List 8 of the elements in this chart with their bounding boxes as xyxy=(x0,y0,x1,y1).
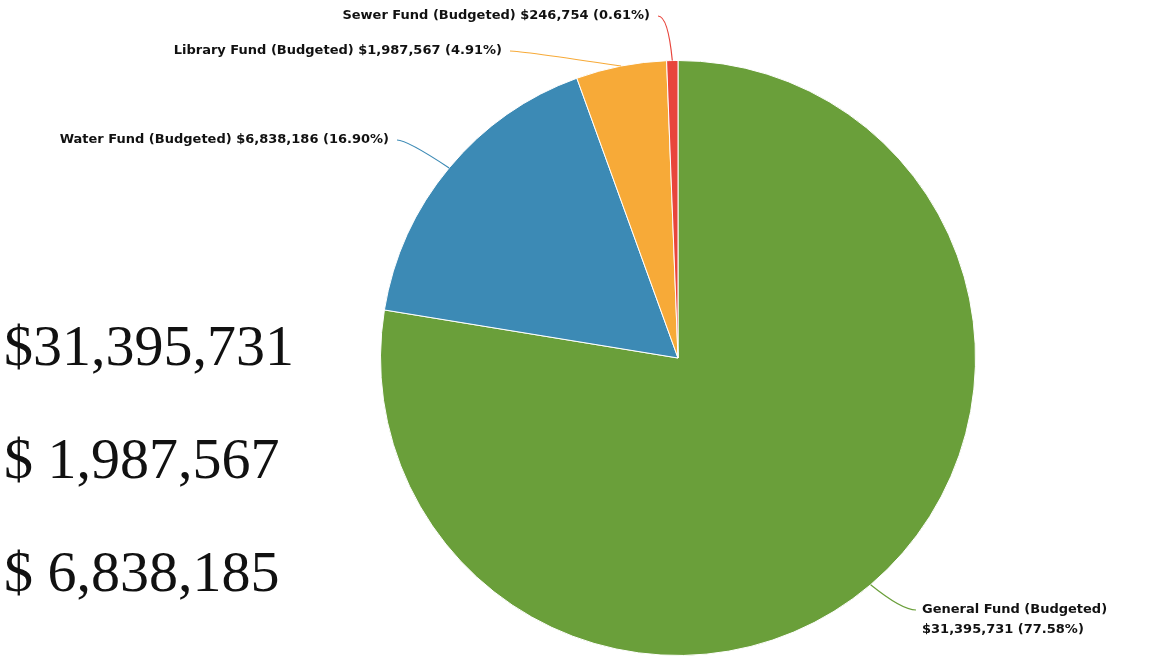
data-label: $31,395,731 (77.58%) xyxy=(922,621,1084,637)
slice-label: General Fund (Budgeted) xyxy=(922,601,1108,617)
text: $ 6,838,185 xyxy=(4,539,280,604)
text: $ 1,987,567 xyxy=(4,426,280,491)
slice-label: Library Fund (Budgeted) $1,987,567 (4.91%) xyxy=(173,42,502,58)
slice-label: Sewer Fund (Budgeted) $246,754 (0.61%) xyxy=(342,7,650,23)
text: $31,395,731 xyxy=(4,313,294,378)
slice-label: Water Fund (Budgeted) $6,838,186 (16.90%) xyxy=(59,131,389,147)
